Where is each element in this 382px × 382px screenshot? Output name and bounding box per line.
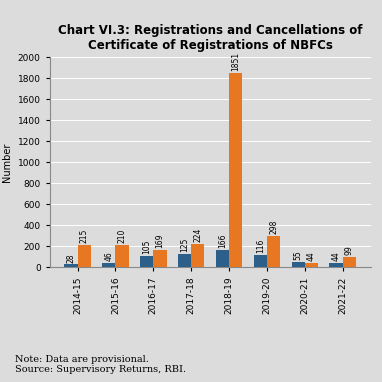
Y-axis label: Number: Number	[2, 142, 12, 182]
Bar	[267, 236, 280, 267]
Bar	[305, 263, 318, 267]
Text: 105: 105	[142, 240, 151, 254]
Text: 166: 166	[218, 233, 227, 248]
Bar	[254, 255, 267, 267]
Text: 116: 116	[256, 239, 265, 253]
Text: 1851: 1851	[231, 52, 240, 71]
Text: 44: 44	[307, 251, 316, 261]
Bar	[216, 250, 229, 267]
Bar	[153, 250, 167, 267]
Bar	[140, 256, 153, 267]
Text: 298: 298	[269, 220, 278, 234]
Bar	[78, 245, 91, 267]
Bar	[64, 264, 78, 267]
Bar	[329, 263, 343, 267]
Text: 28: 28	[66, 253, 75, 262]
Bar	[229, 73, 242, 267]
Bar	[115, 245, 129, 267]
Text: 125: 125	[180, 238, 189, 253]
Text: 224: 224	[193, 228, 202, 242]
Bar	[343, 257, 356, 267]
Bar	[178, 254, 191, 267]
Title: Chart VI.3: Registrations and Cancellations of
Certificate of Registrations of N: Chart VI.3: Registrations and Cancellati…	[58, 24, 363, 52]
Text: 169: 169	[155, 233, 164, 248]
Text: 215: 215	[79, 228, 89, 243]
Text: 99: 99	[345, 245, 354, 255]
Text: 44: 44	[332, 251, 341, 261]
Text: 210: 210	[118, 229, 126, 243]
Bar	[102, 262, 115, 267]
Text: 46: 46	[104, 251, 113, 261]
Text: Note: Data are provisional.
Source: Supervisory Returns, RBI.: Note: Data are provisional. Source: Supe…	[15, 355, 186, 374]
Bar	[191, 244, 204, 267]
Bar	[291, 262, 305, 267]
Text: 55: 55	[294, 250, 303, 260]
